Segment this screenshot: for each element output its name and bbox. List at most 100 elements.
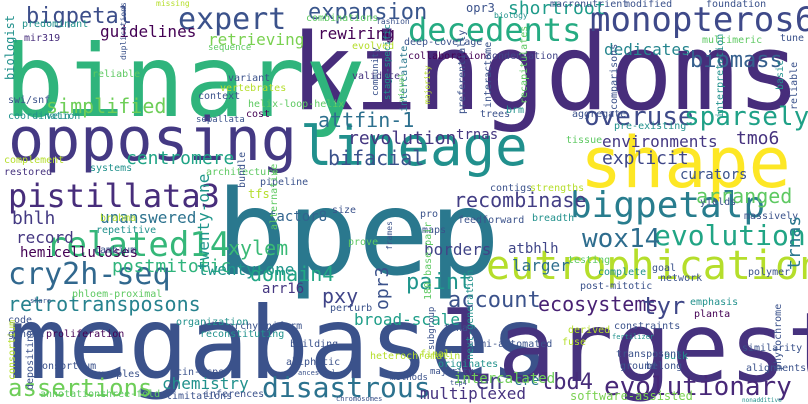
word-similarity: alignments <box>746 363 807 374</box>
word-sparsely: sparsely <box>684 102 808 132</box>
word-phytochrome: recapitulates <box>519 25 530 104</box>
word-testing: testing <box>568 255 611 266</box>
word-derived: derived <box>568 325 611 336</box>
word-complete: complete <box>598 267 647 278</box>
word-paint: paint <box>406 270 473 295</box>
word-genome: code <box>8 315 33 326</box>
word-ecosystems: ecosystems <box>538 292 659 316</box>
word-interpretation: interactome <box>483 41 494 108</box>
word-cry2h-seq: cry2h-seq <box>8 257 171 292</box>
word-constraints: constraints <box>614 321 681 332</box>
word-modified: combinations <box>306 13 379 24</box>
word-basic: tune <box>780 33 805 44</box>
word-bigpetal: bigpetal <box>26 4 132 29</box>
word-pxy: pxy <box>322 284 359 308</box>
word-multiplexed: multiplexed <box>420 384 526 403</box>
word-explicit: explicit <box>602 148 689 169</box>
word-attfin-1: attfin-1 <box>318 108 415 132</box>
word-hypothetical: phytochrome <box>773 303 784 370</box>
word-perturb: perturb <box>330 303 373 314</box>
word-180-base-pair: 180-base-pair <box>423 221 434 300</box>
word-trnas: opr3 <box>372 266 393 310</box>
word-atbhlh: atbhlh <box>508 241 559 257</box>
word-proliferation: proliferation <box>46 329 125 340</box>
word-emphasis: emphasis <box>690 297 739 308</box>
word-tmo6: tmo6 <box>736 128 780 149</box>
word-software-assisted: software-assisted <box>570 389 693 403</box>
word-lbd4: lbd4 <box>540 370 593 395</box>
word-next-generation: next-generation <box>465 269 476 360</box>
word-bulk: belong <box>646 361 683 372</box>
word-vertebrates: reliable <box>789 61 800 110</box>
word-validate: validate <box>352 71 401 82</box>
word-collaboration: collaboration <box>408 51 487 62</box>
word-tissue: tissue <box>566 135 603 146</box>
word-related14: related14 <box>46 225 231 265</box>
word-methods: originates <box>438 359 499 370</box>
word-cin-tcps: examples <box>92 369 141 380</box>
word-network: network <box>660 273 703 284</box>
word-macronutrient: foundation <box>706 0 767 10</box>
word-biologist: biologist <box>3 14 17 80</box>
word-repetitive: repetitive <box>96 225 157 236</box>
word-stage-specific: visual <box>397 73 406 102</box>
word-subgroup: subgroup <box>427 306 437 350</box>
word-sepallata: vertebrates <box>220 83 287 94</box>
word-pre-existing: pre-existing <box>614 121 687 132</box>
word-alternative: alternative <box>269 163 280 230</box>
word-tfs: tfs <box>248 187 270 201</box>
word-assertions: assertions <box>8 374 153 402</box>
word-factor8: factor8 <box>268 209 328 225</box>
word-metabolism: missing <box>156 0 190 8</box>
word-recombinase: recombinase <box>454 188 587 212</box>
word-duplications: depositing <box>25 329 36 390</box>
word-fashion: biology <box>494 11 528 20</box>
word-preferentially: vein <box>46 111 71 122</box>
word-interactome: sepallata <box>196 115 245 125</box>
word-massively: massively <box>744 211 799 222</box>
word-consortium: consortium <box>7 319 18 380</box>
word-predict: opr3 <box>466 1 495 15</box>
word-hierarchy: hierarchy <box>204 321 259 332</box>
word-restored: restored <box>4 167 53 178</box>
word-alignments: bulk <box>664 351 689 362</box>
word-xylem: xylem <box>228 236 289 260</box>
word-fuse: methods <box>390 373 428 383</box>
word-planta: planta <box>694 309 731 320</box>
word-architecture: architecture <box>206 167 279 178</box>
word-phloem-proximal: phloem-proximal <box>72 289 163 300</box>
word-heterochromatin: chromosomes <box>336 395 383 403</box>
word-fertilizer: fertilizer <box>612 333 655 341</box>
word-account: account <box>448 288 541 313</box>
word-recapitulates: preferentially <box>457 29 468 114</box>
word-unanswered: unanswered <box>100 208 197 227</box>
word-three-fold: annotations <box>40 389 107 400</box>
word-kingdoms: kingdoms <box>290 11 801 134</box>
word-helix-loop-helix: helix-loop-helix <box>248 99 345 110</box>
word-brahma: brahma <box>100 213 137 224</box>
word-organization: organization <box>176 317 249 328</box>
word-wox14: wox14 <box>582 224 661 254</box>
word-environments: environments <box>602 132 718 151</box>
word-curators: curators <box>680 167 748 183</box>
word-biology: community <box>371 47 381 96</box>
word-ancestral: ancestral <box>298 369 336 377</box>
word-inferences: cin-tcps <box>176 367 225 378</box>
word-megabases: megabases <box>8 285 550 402</box>
word-simplified: simplified <box>46 94 167 118</box>
word-evolution: evolution <box>654 219 806 252</box>
word-originates: heterochromatin <box>370 351 461 362</box>
word-chromosomes: aliphatic <box>286 357 341 368</box>
word-goal: goal <box>652 263 677 274</box>
word-nonadditive: nonadditive <box>742 397 782 404</box>
word-context: context <box>198 91 241 102</box>
word-variant: variant <box>228 73 271 84</box>
word-binary: binary <box>4 23 366 140</box>
word-twenty-one-v: twenty-one <box>194 173 213 270</box>
word-code: final <box>420 349 451 360</box>
word-cost: cost <box>246 109 271 120</box>
word-borders: borders <box>424 240 492 259</box>
word-transposons: similarity <box>742 343 803 354</box>
word-examples: consortium <box>36 361 97 372</box>
